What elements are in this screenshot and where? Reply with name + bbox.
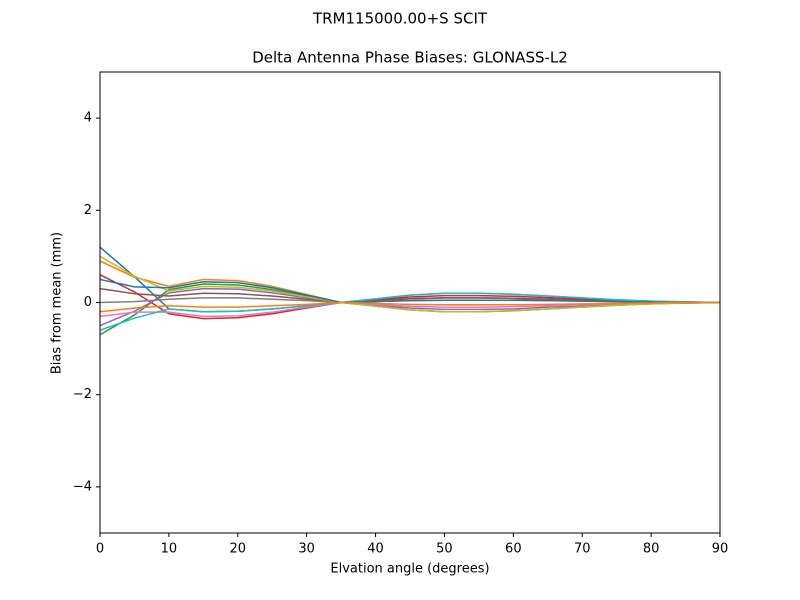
- plot-area: [99, 246, 721, 336]
- x-axis-label: Elvation angle (degrees): [330, 562, 489, 577]
- y-tick-label: 2: [84, 203, 92, 218]
- y-tick-label: −4: [73, 479, 92, 494]
- axes-frame: [99, 71, 721, 534]
- y-tick-label: 0: [84, 295, 92, 310]
- x-tick-label: 40: [367, 542, 384, 557]
- x-tick-label: 30: [298, 542, 315, 557]
- x-tick-label: 90: [712, 542, 729, 557]
- chart-suptitle: TRM115000.00+S SCIT: [312, 10, 488, 28]
- y-tick-label: −2: [73, 387, 92, 402]
- x-tick-label: 20: [230, 542, 247, 557]
- x-tick-label: 50: [436, 542, 453, 557]
- x-tick-label: 60: [505, 542, 522, 557]
- chart-title: Delta Antenna Phase Biases: GLONASS-L2: [252, 49, 568, 67]
- series-line: [99, 255, 721, 313]
- x-tick-label: 0: [96, 542, 104, 557]
- series-line: [99, 292, 721, 331]
- y-tick-label: 4: [84, 111, 92, 126]
- series-line: [99, 301, 720, 313]
- y-axis-label: Bias from mean (mm): [50, 232, 65, 374]
- x-tick-label: 70: [574, 542, 591, 557]
- series-line: [99, 278, 720, 304]
- x-tick-label: 80: [643, 542, 660, 557]
- x-tick-label: 10: [161, 542, 178, 557]
